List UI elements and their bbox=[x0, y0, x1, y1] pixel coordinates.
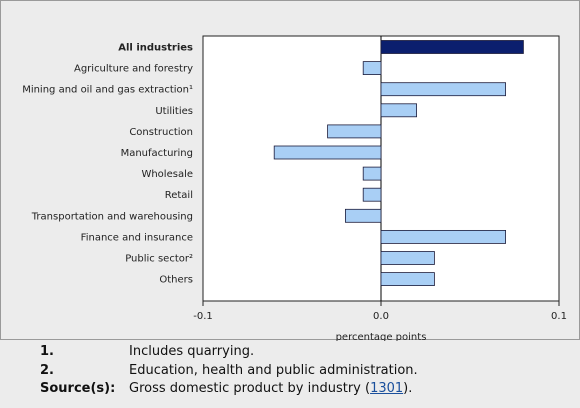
chart-frame: All industries Agriculture and forestry Mi… bbox=[0, 0, 580, 341]
footnote-1-text: Includes quarrying. bbox=[129, 344, 255, 359]
source-table-link[interactable]: 1301 bbox=[370, 381, 404, 396]
category-label-11: Others bbox=[159, 275, 193, 286]
category-label-9: Finance and insurance bbox=[81, 232, 193, 243]
source-key: Source(s): bbox=[40, 381, 116, 396]
category-label-10: Public sector² bbox=[125, 254, 193, 265]
category-label-4: Construction bbox=[129, 127, 193, 138]
footnote-2-key: 2. bbox=[40, 363, 54, 378]
bar-1 bbox=[362, 61, 382, 75]
bar-6 bbox=[362, 166, 382, 181]
source-text-before: Gross domestic product by industry ( bbox=[129, 381, 371, 396]
bar-9 bbox=[380, 229, 506, 244]
category-label-8: Transportation and warehousing bbox=[31, 211, 193, 222]
bar-2 bbox=[380, 82, 506, 97]
bar-0 bbox=[380, 40, 524, 54]
category-label-3: Utilities bbox=[155, 106, 193, 117]
bar-11 bbox=[380, 272, 435, 287]
category-label-0: All industries bbox=[118, 43, 193, 54]
x-tick-label-1: 0.0 bbox=[373, 311, 389, 322]
bar-4 bbox=[327, 124, 382, 139]
category-label-1: Agriculture and forestry bbox=[74, 64, 193, 75]
bar-3 bbox=[380, 103, 417, 118]
bar-chart: All industries Agriculture and forestry Mi… bbox=[22, 35, 567, 341]
bar-8 bbox=[344, 208, 382, 223]
category-label-6: Wholesale bbox=[141, 169, 193, 180]
category-label-7: Retail bbox=[165, 190, 193, 201]
source-text-after: ). bbox=[403, 381, 413, 396]
x-tick-label-2: 0.1 bbox=[551, 311, 567, 322]
bar-5 bbox=[273, 145, 382, 160]
x-axis-title: percentage points bbox=[336, 332, 427, 341]
x-tick-label-0: -0.1 bbox=[193, 311, 213, 322]
bar-10 bbox=[380, 251, 435, 265]
bar-7 bbox=[362, 187, 382, 202]
footnote-2-text: Education, health and public administrat… bbox=[129, 363, 418, 378]
category-label-5: Manufacturing bbox=[121, 148, 193, 159]
footnote-1-key: 1. bbox=[40, 344, 54, 359]
category-label-2: Mining and oil and gas extraction¹ bbox=[22, 85, 193, 96]
source-text: Gross domestic product by industry (1301… bbox=[129, 381, 412, 396]
